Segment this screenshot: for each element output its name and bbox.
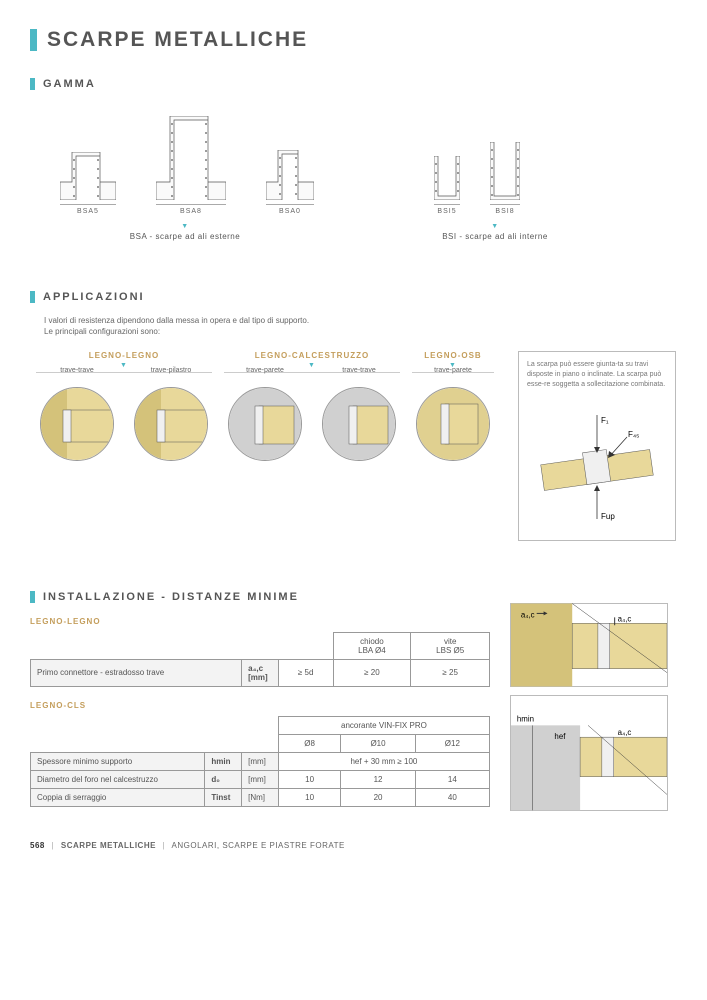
gamma-desc-bsi: BSI - scarpe ad ali interne [405,223,585,241]
diagram-hmin: hmin hef a₄,c [510,695,668,811]
gamma-desc-row: BSA - scarpe ad ali esterne BSI - scarpe… [30,223,677,241]
table2-title: LEGNO-CLS [30,701,490,710]
t1-col-vite: viteLBS Ø5 [411,632,490,659]
t2-r1-unit: [mm] [242,770,279,788]
intro-line-2: Le principali configurazioni sono: [44,327,160,336]
circles-row [30,387,500,461]
accent-mark [30,78,35,90]
page-footer: 568 | SCARPE METALLICHE | ANGOLARI, SCAR… [30,835,677,850]
table-legno-cls: ancorante VIN-FIX PRO Ø8 Ø10 Ø12 Spessor… [30,716,490,807]
t2-r2-label: Coppia di serraggio [31,788,205,806]
force-f1: F₁ [601,416,609,425]
config-circle [406,387,500,461]
sidebox-figure: F₁ F₄₅ Fup [527,402,667,532]
install-row: LEGNO-LEGNO chiodoLBA Ø4 viteLBS Ø5 Prim… [30,603,677,811]
t2-r1-v1: 12 [341,770,415,788]
t2-r2-v2: 40 [415,788,489,806]
t2-col-12: Ø12 [415,734,489,752]
accent-mark [30,29,37,51]
config-circle [312,387,406,461]
gamma-heading: GAMMA [43,78,96,90]
subconfig-label: trave-parete [406,367,500,377]
table1-title: LEGNO-LEGNO [30,617,490,626]
applicazioni-intro: I valori di resistenza dipendono dalla m… [44,315,677,337]
t2-r1-v0: 10 [278,770,341,788]
gamma-heading-row: GAMMA [30,78,677,90]
t1-v2: ≥ 25 [411,659,490,686]
t2-r1-label: Diametro del foro nel calcestruzzo [31,770,205,788]
page-title-row: SCARPE METALLICHE [30,28,677,52]
gamma-row: BSA5 BSA8 BSA0 BSI5 BSI8 [30,108,677,215]
svg-text:a₄,c: a₄,c [618,728,632,737]
gamma-section: GAMMA BSA5 BSA8 BSA0 BSI5 BSI8 BSA - sca… [30,78,677,241]
page-number: 568 [30,841,45,850]
config-circle [124,387,218,461]
install-diagrams: a₄,c a₄,c hmin hef a₄,c [510,603,668,811]
config-circle [218,387,312,461]
accent-mark [30,291,35,303]
install-tables: LEGNO-LEGNO chiodoLBA Ø4 viteLBS Ø5 Prim… [30,603,490,811]
accent-mark [30,591,35,603]
t2-r1-sym: d₀ [205,770,242,788]
subconfig-label: trave-pilastro [124,367,218,377]
sidebox-text: La scarpa può essere giunta-ta su travi … [527,360,667,389]
footer-section2: ANGOLARI, SCARPE E PIASTRE FORATE [172,841,345,850]
t1-col-chiodo: chiodoLBA Ø4 [333,632,411,659]
t1-symbol: a₄,c [248,664,263,673]
gamma-group-bsa: BSA5 BSA8 BSA0 [30,108,314,215]
t2-group-header: ancorante VIN-FIX PRO [278,716,489,734]
gamma-item: BSA5 [60,108,116,215]
t2-r2-sym: Tinst [205,788,242,806]
t2-r2-unit: [Nm] [242,788,279,806]
diagram-a4c: a₄,c a₄,c [510,603,668,687]
footer-section1: SCARPE METALLICHE [61,841,156,850]
t2-r0-unit: [mm] [242,752,279,770]
t2-col-8: Ø8 [278,734,341,752]
force-f45: F₄₅ [628,430,639,439]
t1-v0: ≥ 5d [278,659,333,686]
t1-unit: [mm] [248,673,268,682]
install-heading-row: INSTALLAZIONE - DISTANZE MINIME [30,591,677,603]
applicazioni-section: APPLICAZIONI I valori di resistenza dipe… [30,291,677,541]
intro-line-1: I valori di resistenza dipendono dalla m… [44,316,309,325]
page-title: SCARPE METALLICHE [47,28,308,52]
t2-r2-v1: 20 [341,788,415,806]
t2-r0-span: hef + 30 mm ≥ 100 [278,752,489,770]
applicazioni-sidebox: La scarpa può essere giunta-ta su travi … [518,351,676,540]
applicazioni-heading: APPLICAZIONI [43,291,145,303]
gamma-item: BSI8 [490,108,520,215]
t2-r2-v0: 10 [278,788,341,806]
applicazioni-configs: LEGNO-LEGNOLEGNO-CALCESTRUZZOLEGNO-OSB t… [30,351,500,540]
subconfig-row: trave-travetrave-pilastrotrave-paretetra… [30,367,500,377]
t2-r0-label: Spessore minimo supporto [31,752,205,770]
subconfig-label: trave-trave [312,367,406,377]
applicazioni-heading-row: APPLICAZIONI [30,291,677,303]
svg-text:a₄,c: a₄,c [521,610,535,619]
subconfig-label: trave-trave [30,367,124,377]
t2-r1-v2: 14 [415,770,489,788]
svg-text:a₄,c: a₄,c [618,614,632,623]
t2-col-10: Ø10 [341,734,415,752]
gamma-desc-bsa: BSA - scarpe ad ali esterne [60,223,310,241]
gamma-group-bsi: BSI5 BSI8 [434,108,520,215]
install-section: INSTALLAZIONE - DISTANZE MINIME LEGNO-LE… [30,591,677,811]
gamma-item: BSA8 [156,108,226,215]
t2-r0-sym: hmin [205,752,242,770]
applicazioni-body: LEGNO-LEGNOLEGNO-CALCESTRUZZOLEGNO-OSB t… [30,351,677,540]
gamma-item: BSA0 [266,108,314,215]
config-circle [30,387,124,461]
t1-row-label: Primo connettore - estradosso trave [31,659,242,686]
subconfig-label: trave-parete [218,367,312,377]
gamma-item: BSI5 [434,108,460,215]
t1-v1: ≥ 20 [333,659,411,686]
force-fup: Fup [601,512,615,521]
install-heading: INSTALLAZIONE - DISTANZE MINIME [43,591,299,603]
svg-text:hmin: hmin [517,714,534,723]
svg-text:hef: hef [554,732,566,741]
table-legno-legno: chiodoLBA Ø4 viteLBS Ø5 Primo connettore… [30,632,490,687]
